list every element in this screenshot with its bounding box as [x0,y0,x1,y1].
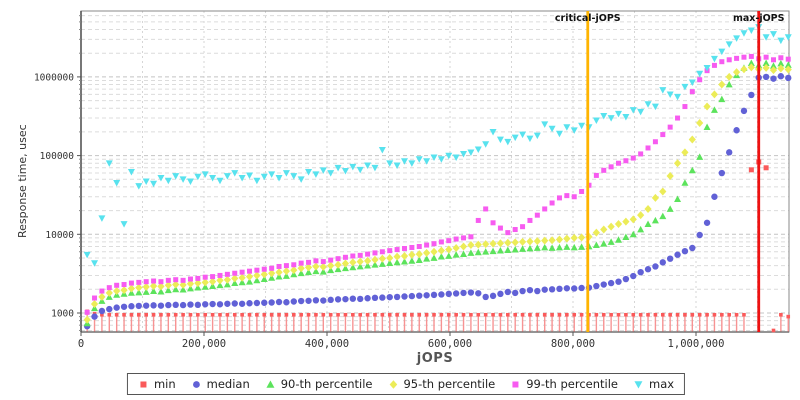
svg-text:800,000: 800,000 [551,338,595,350]
legend-item-max: max [633,377,674,391]
legend-item-min: min [138,377,176,391]
legend-label: 90-th percentile [280,377,373,391]
legend-label: 99-th percentile [526,377,618,391]
x-axis-title: jOPS [416,351,454,366]
series-min [85,159,791,333]
series-95-th-percentile [83,63,792,324]
svg-text:0: 0 [78,338,84,350]
y-tick-labels: 1000 10000 100000 1000000 [34,15,81,331]
series-median [83,73,792,330]
svg-text:400,000: 400,000 [305,338,349,350]
square-marker-icon [140,381,147,387]
annotation-critical-jops: critical-jOPS [555,11,621,332]
x-tick-labels: 0 200,000 400,000 600,000 800,000 1,000,000 [78,332,725,350]
legend-item-99-th-percentile: 99-th percentile [510,377,618,391]
svg-text:10000: 10000 [45,230,74,241]
svg-text:200,000: 200,000 [182,338,226,350]
svg-text:1000: 1000 [51,309,74,320]
legend-label: median [206,377,250,391]
legend-label: max [648,377,675,391]
legend: min median 90-th percentile 95-th percentil… [126,373,686,395]
diamond-marker-icon [389,379,397,389]
legend-item-95-th-percentile: 95-th percentile [387,377,495,391]
square-marker-icon [512,381,519,387]
legend-label: min [153,377,176,391]
series-99-th-percentile [84,53,791,315]
axes [80,10,790,333]
svg-text:critical-jOPS: critical-jOPS [555,13,621,24]
svg-text:1000000: 1000000 [34,72,74,83]
legend-item-median: median [191,377,250,391]
svg-text:100000: 100000 [40,151,75,162]
triangle-up-marker-icon [266,380,275,388]
legend-label: 95-th percentile [403,377,496,391]
svg-text:1,000,000: 1,000,000 [668,338,725,350]
triangle-down-marker-icon [634,380,643,388]
series-max [83,24,792,267]
annotation-max-jops: max-jOPS [733,11,785,332]
svg-text:max-jOPS: max-jOPS [733,13,785,24]
series-90-th-percentile [83,59,792,327]
legend-item-90-th-percentile: 90-th percentile [265,377,373,391]
circle-marker-icon [192,380,200,388]
y-axis-title: Response time, usec [16,124,29,238]
svg-text:600,000: 600,000 [428,338,472,350]
